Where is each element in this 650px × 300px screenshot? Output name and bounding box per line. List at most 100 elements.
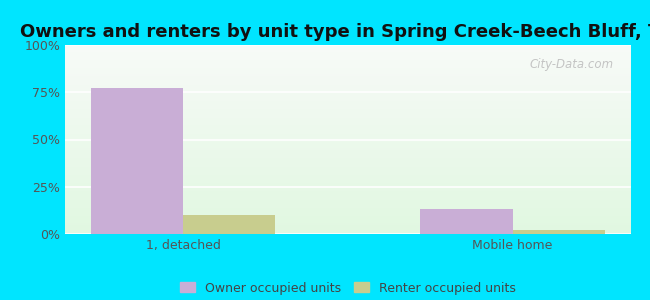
Bar (91, 88, 183, 234)
Bar (65, 176, 630, 177)
Bar (65, 68, 630, 69)
Bar (65, 208, 630, 209)
Title: Owners and renters by unit type in Spring Creek-Beech Bluff, TN: Owners and renters by unit type in Sprin… (20, 23, 650, 41)
Bar (65, 217, 630, 218)
Bar (65, 110, 630, 111)
Bar (65, 222, 630, 223)
Bar (65, 124, 630, 125)
Bar (65, 210, 630, 211)
Bar (65, 226, 630, 227)
Bar (65, 178, 630, 179)
Bar (65, 152, 630, 153)
Bar (65, 216, 630, 217)
Bar (65, 159, 630, 160)
Bar (65, 158, 630, 159)
Bar (65, 88, 630, 89)
Bar (65, 132, 630, 133)
Bar (65, 228, 630, 229)
Bar (65, 130, 630, 131)
Bar (65, 101, 630, 102)
Legend: Owner occupied units, Renter occupied units: Owner occupied units, Renter occupied un… (175, 277, 521, 300)
Bar (65, 151, 630, 152)
Bar (65, 136, 630, 137)
Bar (65, 139, 630, 140)
Bar (65, 92, 630, 93)
Bar (421, 209, 512, 234)
Bar (65, 79, 630, 80)
Bar (65, 154, 630, 156)
Bar (65, 82, 630, 83)
Bar (65, 209, 630, 210)
Bar (65, 146, 630, 147)
Bar (65, 182, 630, 183)
Bar (65, 125, 630, 126)
Bar (65, 66, 630, 67)
Bar (65, 49, 630, 50)
Bar (65, 63, 630, 64)
Bar (65, 230, 630, 231)
Bar (65, 54, 630, 56)
Bar (65, 190, 630, 191)
Bar (65, 205, 630, 206)
Bar (65, 195, 630, 196)
Bar (65, 134, 630, 135)
Bar (65, 229, 630, 230)
Bar (65, 127, 630, 128)
Bar (65, 206, 630, 207)
Bar (65, 102, 630, 103)
Bar (65, 150, 630, 151)
Bar (65, 76, 630, 77)
Bar (65, 111, 630, 112)
Bar (65, 194, 630, 195)
Bar (65, 109, 630, 110)
Bar (65, 180, 630, 181)
Bar (65, 114, 630, 115)
Bar (65, 80, 630, 81)
Bar (65, 96, 630, 97)
Bar (65, 227, 630, 228)
Bar (65, 157, 630, 158)
Bar (65, 90, 630, 91)
Bar (65, 198, 630, 199)
Bar (65, 70, 630, 71)
Bar (65, 94, 630, 95)
Bar (65, 116, 630, 117)
Bar (65, 204, 630, 205)
Bar (65, 133, 630, 134)
Bar (65, 212, 630, 213)
Bar (65, 167, 630, 168)
Bar (65, 231, 630, 232)
Bar (65, 85, 630, 87)
Bar (65, 93, 630, 94)
Bar (65, 103, 630, 104)
Bar (65, 188, 630, 189)
Bar (65, 181, 630, 182)
Bar (65, 48, 630, 49)
Bar (65, 59, 630, 60)
Bar (65, 214, 630, 215)
Bar (65, 202, 630, 203)
Bar (65, 100, 630, 101)
Bar (65, 211, 630, 212)
Bar (65, 232, 630, 233)
Bar (65, 83, 630, 84)
Bar (65, 153, 630, 154)
Bar (65, 113, 630, 114)
Bar (65, 104, 630, 106)
Bar (65, 218, 630, 219)
Bar (65, 179, 630, 180)
Bar (65, 65, 630, 66)
Bar (65, 122, 630, 123)
Bar (65, 98, 630, 99)
Bar (65, 186, 630, 187)
Bar (65, 200, 630, 201)
Bar (65, 106, 630, 107)
Bar (65, 89, 630, 90)
Bar (65, 137, 630, 138)
Bar (65, 131, 630, 132)
Bar (65, 224, 630, 226)
Bar (65, 164, 630, 165)
Bar (65, 199, 630, 200)
Bar (65, 74, 630, 75)
Bar (65, 145, 630, 146)
